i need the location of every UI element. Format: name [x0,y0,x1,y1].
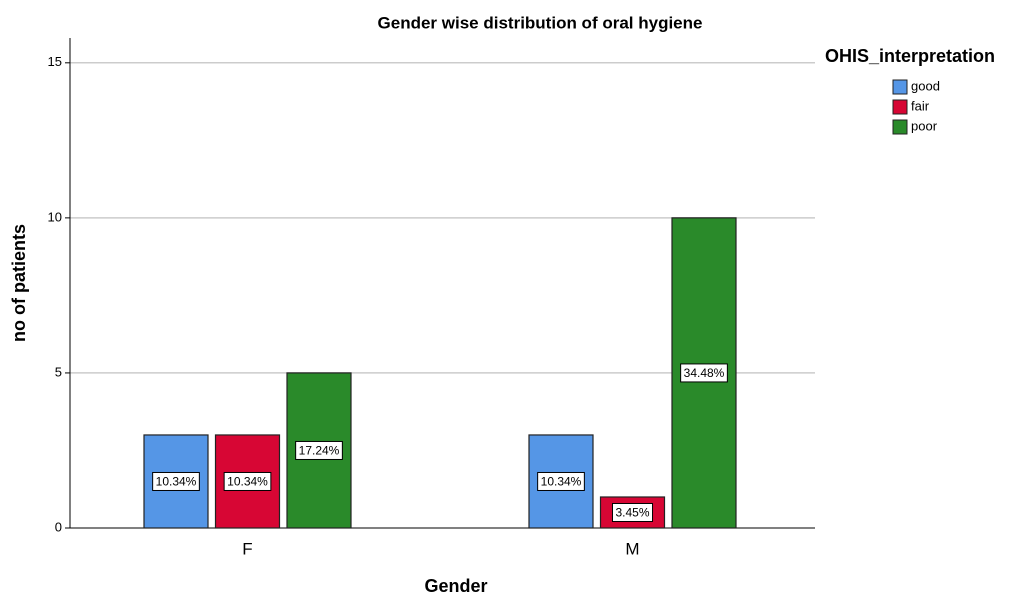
legend-label: fair [911,98,930,113]
data-label: 10.34% [541,475,582,489]
data-label-box [295,440,343,460]
data-label: 10.34% [156,475,197,489]
y-tick-label: 0 [55,519,62,534]
data-label-box [152,471,200,491]
y-tick-label: 15 [48,54,62,69]
y-tick-label: 5 [55,364,62,379]
legend-title: OHIS_interpretation [825,46,995,66]
x-tick-label: M [625,539,639,558]
legend-swatch [892,99,908,115]
y-axis-title: no of patients [9,224,29,342]
legend-label: poor [911,118,938,133]
legend-swatch [892,79,908,95]
data-label: 10.34% [227,475,268,489]
data-label: 3.45% [615,506,649,520]
data-label-box [223,471,272,491]
chart-title: Gender wise distribution of oral hygiene [378,13,703,32]
data-label: 17.24% [299,444,340,458]
x-tick-label: F [242,539,252,558]
data-label-box [537,471,585,491]
legend-label: good [911,78,940,93]
data-label-box [611,502,654,522]
x-axis-title: Gender [424,576,487,594]
y-tick-label: 10 [48,209,62,224]
data-label-box [680,363,728,383]
data-label: 34.48% [684,366,725,380]
legend-swatch [892,119,908,135]
